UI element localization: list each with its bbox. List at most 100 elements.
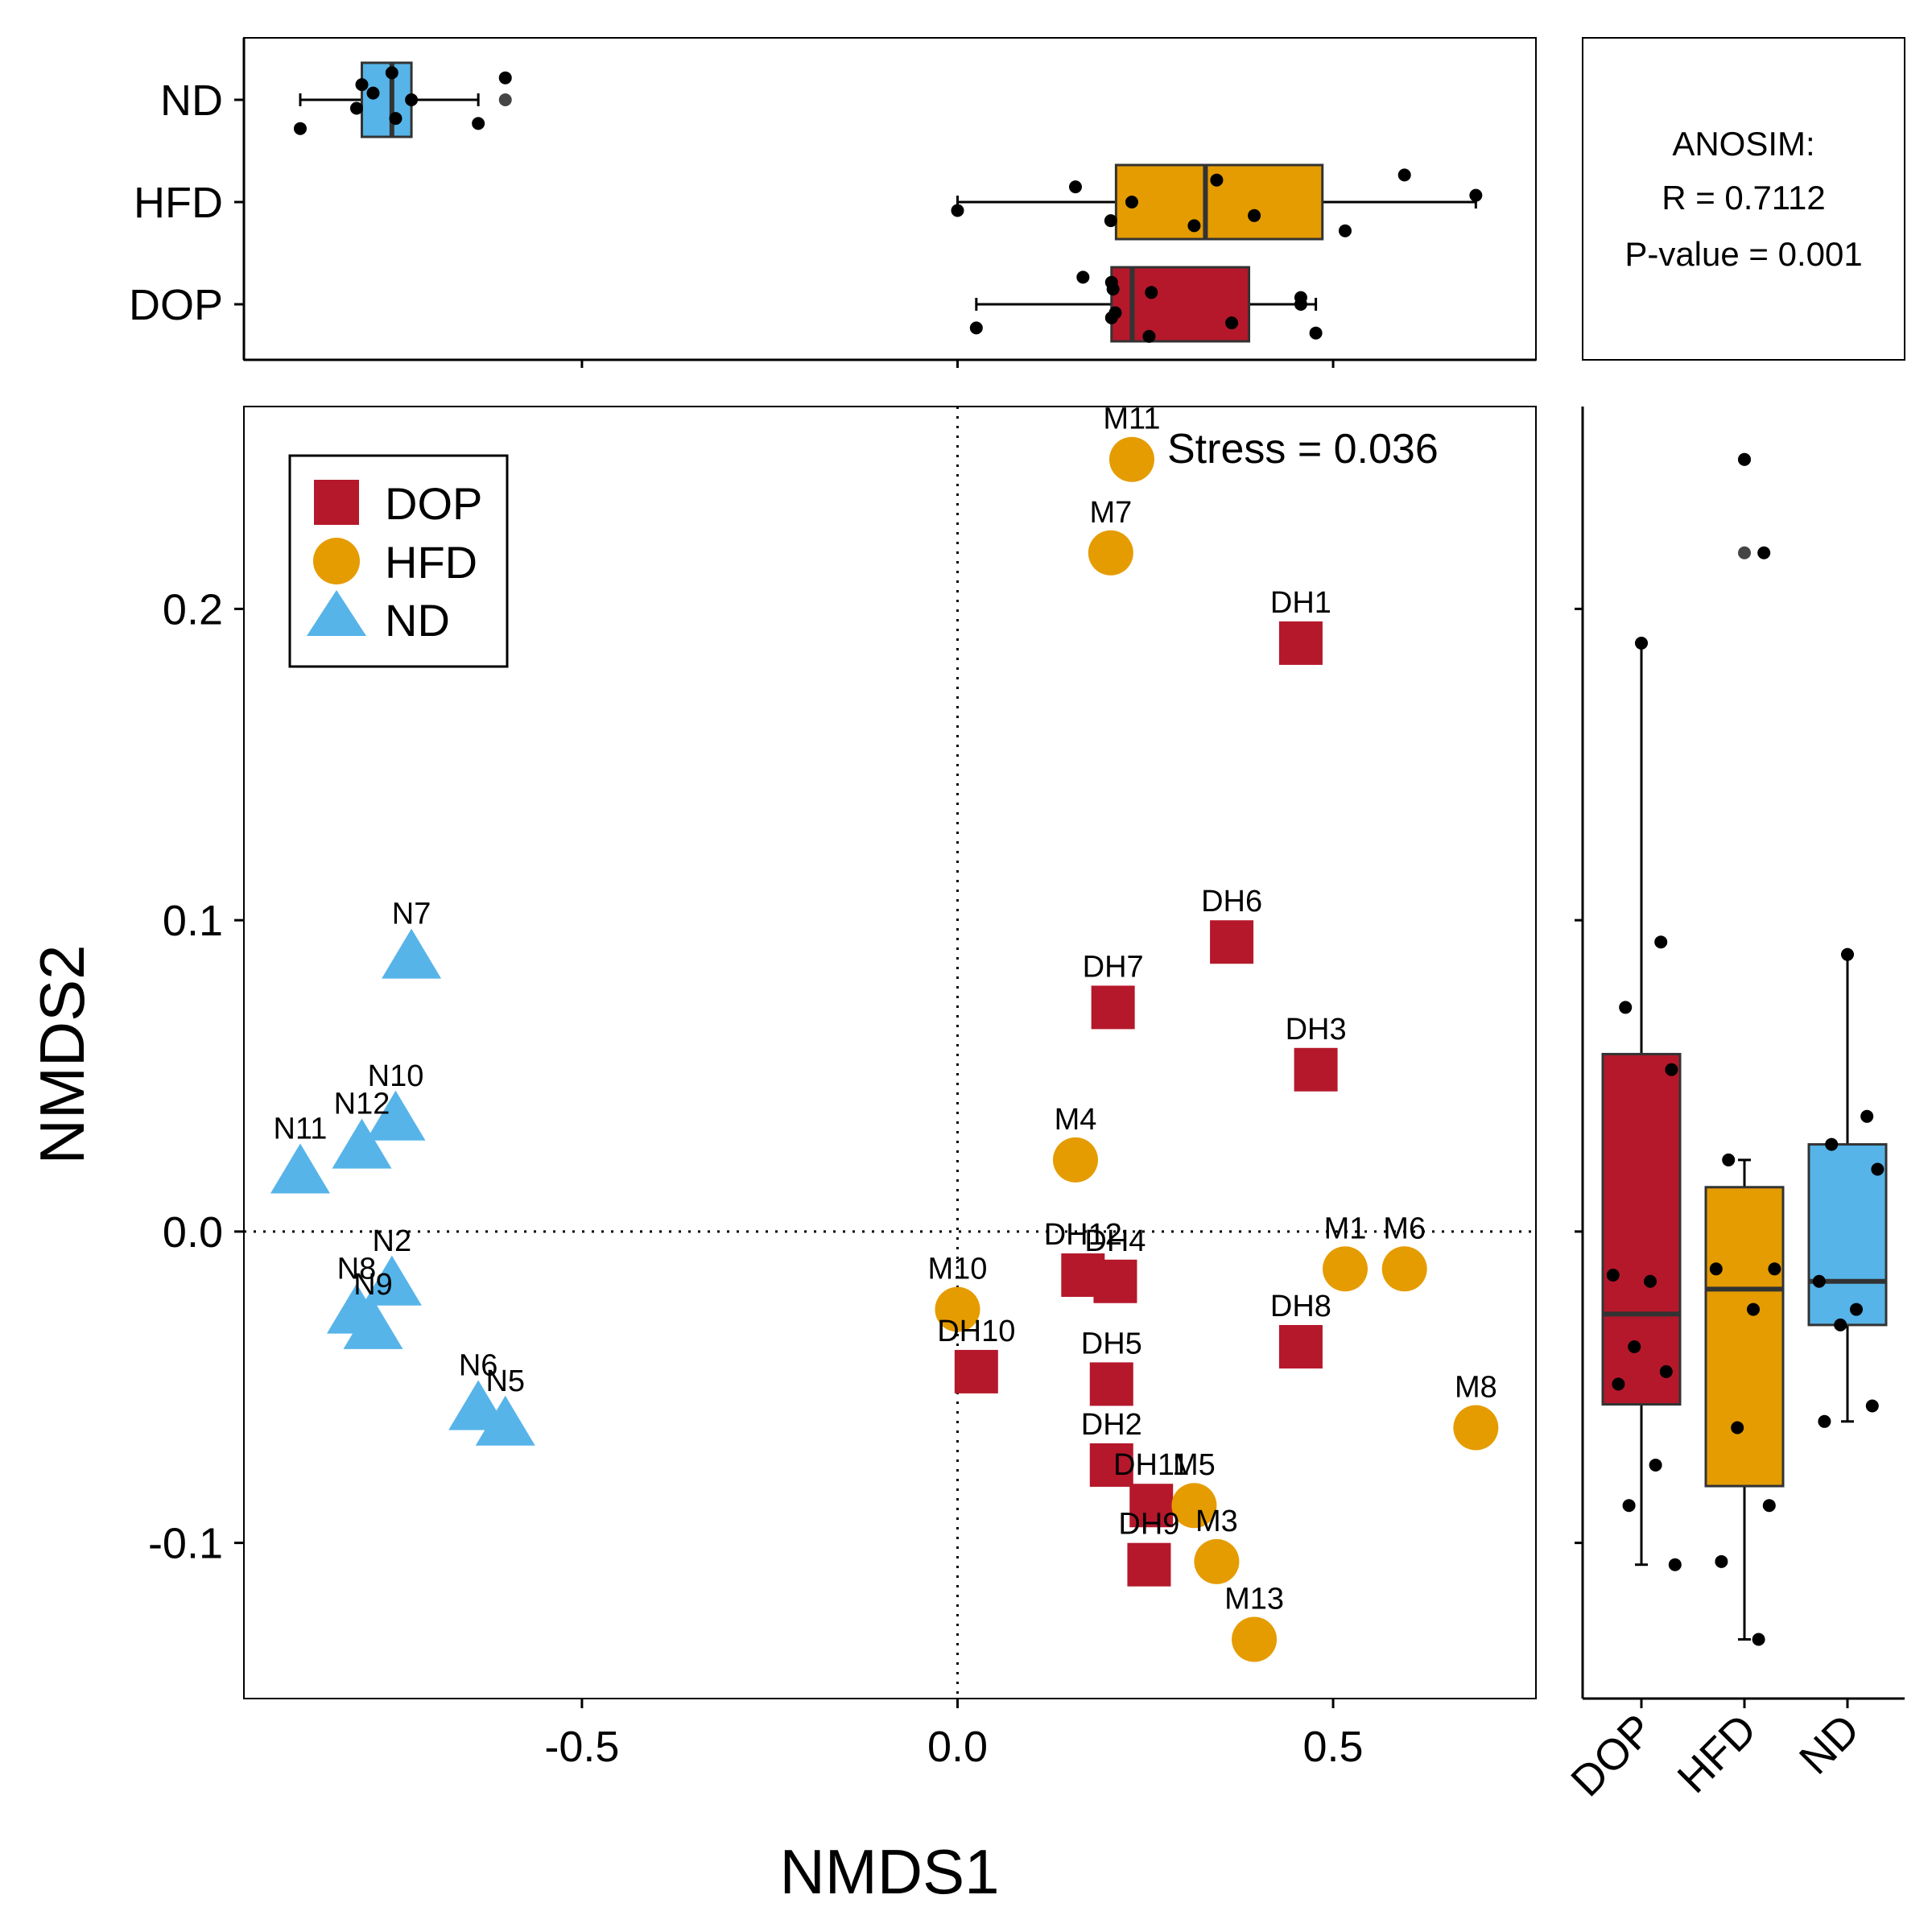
point-label: DH5	[1081, 1327, 1142, 1360]
top-jitter-point	[1104, 275, 1118, 289]
right-jitter-point	[1612, 1377, 1625, 1391]
point-label: M6	[1383, 1212, 1426, 1245]
point-m4	[1052, 1137, 1098, 1183]
y-tick-label: 0.1	[163, 897, 223, 945]
legend: DOP HFD ND	[288, 454, 509, 668]
point-label: DH1	[1270, 586, 1331, 620]
point-m10	[935, 1286, 980, 1332]
top-jitter-point	[1104, 311, 1118, 324]
right-boxplots: DOP HFD ND	[1562, 452, 1888, 1806]
point-label: M4	[1055, 1103, 1097, 1137]
point-label: M3	[1195, 1505, 1238, 1538]
right-jitter-point	[1649, 1458, 1662, 1472]
stress-label: Stress = 0.036	[1167, 426, 1439, 473]
right-jitter-point	[1715, 1554, 1728, 1568]
top-jitter-point	[1294, 291, 1307, 304]
point-label: N11	[274, 1113, 328, 1146]
legend-key-nd	[307, 590, 366, 636]
top-jitter-point	[1076, 270, 1090, 284]
top-jitter-point	[1125, 196, 1138, 208]
main-plot-frame	[243, 406, 1537, 1699]
anosim-p: P-value = 0.001	[1624, 235, 1862, 273]
point-m5	[1171, 1483, 1217, 1529]
right-jitter-point	[1738, 452, 1751, 466]
legend-key-dop	[314, 480, 359, 525]
point-label: DH8	[1270, 1290, 1331, 1323]
right-jitter-point	[1865, 1399, 1879, 1413]
point-m3	[1194, 1538, 1240, 1584]
point-label: N2	[373, 1224, 412, 1258]
y-tick-label: 0.0	[163, 1208, 223, 1257]
y-tick-label: 0.2	[163, 585, 223, 634]
anosim-frame	[1582, 37, 1905, 361]
point-m1	[1322, 1246, 1368, 1292]
top-jitter-point	[405, 93, 419, 106]
point-label: DH2	[1081, 1408, 1142, 1442]
point-dh9	[1127, 1542, 1171, 1587]
point-label: DH6	[1201, 885, 1262, 919]
anosim-title: ANOSIM:	[1672, 125, 1814, 163]
point-label: N8	[337, 1253, 377, 1286]
top-category-label: ND	[160, 76, 223, 125]
right-jitter-point	[1628, 1340, 1641, 1353]
point-label: M5	[1173, 1448, 1216, 1482]
legend-key-hfd	[313, 538, 360, 584]
right-jitter-point	[1644, 1274, 1657, 1288]
top-jitter-point	[1469, 188, 1483, 202]
right-jitter-point	[1731, 1421, 1744, 1435]
top-jitter-point	[293, 122, 307, 135]
top-jitter-point	[385, 66, 398, 80]
point-dh11	[1129, 1484, 1174, 1528]
right-jitter-point	[1722, 1153, 1736, 1166]
point-label: N10	[368, 1059, 424, 1093]
point-m13	[1232, 1616, 1278, 1662]
top-jitter-point	[969, 321, 983, 335]
top-category-label: HFD	[134, 179, 223, 227]
point-label: DH10	[937, 1315, 1015, 1348]
top-jitter-point	[1248, 208, 1261, 222]
point-dh4	[1093, 1259, 1137, 1303]
right-jitter-point	[1635, 636, 1648, 650]
top-jitter-point	[1104, 214, 1117, 228]
top-jitter-point	[349, 101, 363, 115]
x-tick-label: 0.5	[1303, 1723, 1364, 1771]
point-label: M7	[1089, 496, 1132, 530]
top-jitter-point	[1309, 326, 1323, 340]
anosim-r: R = 0.7112	[1662, 179, 1826, 217]
point-label: N5	[485, 1364, 525, 1398]
point-dh6	[1210, 920, 1254, 964]
right-jitter-point	[1709, 1262, 1723, 1276]
y-axis-title: NMDS2	[27, 944, 97, 1164]
right-category-label: HFD	[1669, 1705, 1766, 1802]
point-n12	[332, 1118, 392, 1169]
point-n11	[270, 1143, 330, 1194]
top-jitter-point	[951, 204, 964, 217]
top-boxplots: ND HFD DOP	[129, 61, 1483, 343]
top-outlier	[498, 93, 512, 106]
right-jitter-point	[1665, 1063, 1678, 1076]
right-category-label: ND	[1790, 1705, 1869, 1784]
point-dh5	[1089, 1362, 1133, 1406]
point-label: DH7	[1083, 950, 1144, 984]
top-jitter-point	[1187, 219, 1201, 233]
right-jitter-point	[1654, 935, 1668, 949]
right-jitter-point	[1841, 947, 1854, 961]
right-box	[1807, 1143, 1888, 1327]
point-label: N9	[353, 1268, 393, 1302]
right-category-label: DOP	[1562, 1705, 1662, 1806]
top-jitter-point	[1225, 316, 1239, 330]
right-jitter-point	[1752, 1633, 1765, 1646]
right-jitter-point	[1871, 1162, 1885, 1176]
right-jitter-point	[1762, 1499, 1776, 1513]
right-jitter-point	[1834, 1318, 1847, 1331]
x-tick-label: -0.5	[544, 1723, 619, 1771]
right-jitter-point	[1850, 1302, 1863, 1316]
point-dh8	[1278, 1324, 1323, 1368]
point-m7	[1088, 530, 1133, 576]
right-jitter-point	[1818, 1414, 1831, 1428]
point-m8	[1453, 1405, 1499, 1451]
top-boxplot-frame	[243, 37, 1537, 361]
axes: -0.5 0.0 0.5 0.2 0.1 0.0 -0.1	[148, 38, 1905, 1771]
point-dh1	[1278, 621, 1323, 665]
